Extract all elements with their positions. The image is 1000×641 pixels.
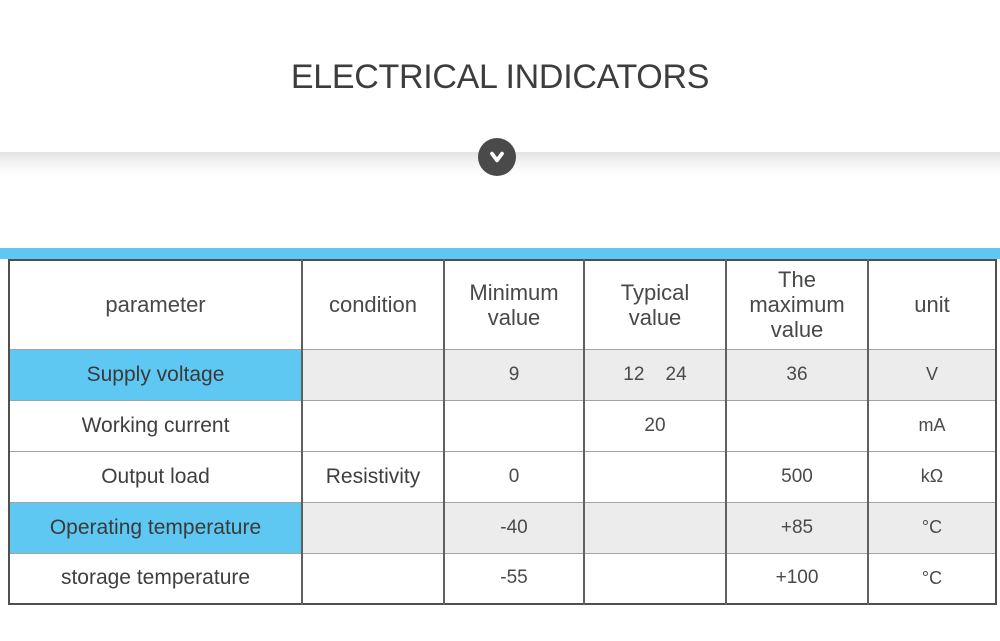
cell-parameter: Supply voltage <box>9 348 302 400</box>
cell-parameter: Operating temperature <box>9 501 302 553</box>
cell-unit: mA <box>867 399 996 451</box>
header-unit: unit <box>867 260 996 349</box>
cell-maximum: +85 <box>725 501 868 553</box>
table-row: Working current 20 mA <box>9 399 996 451</box>
page-title: ELECTRICAL INDICATORS <box>290 58 710 96</box>
cell-minimum: 9 <box>443 348 584 400</box>
header-typical: Typical value <box>583 260 726 349</box>
cell-condition <box>301 399 444 451</box>
accent-bar <box>0 248 1000 259</box>
cell-condition <box>301 348 444 400</box>
cell-unit: kΩ <box>867 450 996 502</box>
cell-minimum: 0 <box>443 450 584 502</box>
header-maximum: The maximum value <box>725 260 868 349</box>
cell-unit: V <box>867 348 996 400</box>
table-row: Operating temperature -40 +85 °C <box>9 501 996 553</box>
cell-typical <box>583 450 726 502</box>
table-header-row: parameter condition Minimum value Typica… <box>9 260 996 349</box>
cell-maximum <box>725 399 868 451</box>
cell-condition <box>301 501 444 553</box>
cell-maximum: 36 <box>725 348 868 400</box>
header-parameter: parameter <box>105 292 206 318</box>
cell-maximum: 500 <box>725 450 868 502</box>
table-row: storage temperature -55 +100 °C <box>9 552 996 604</box>
table-row: Output load Resistivity 0 500 kΩ <box>9 450 996 502</box>
header-condition: condition <box>301 260 444 349</box>
cell-minimum: -55 <box>443 552 584 604</box>
cell-condition <box>301 552 444 604</box>
cell-typical: 12 24 <box>583 348 726 400</box>
cell-minimum <box>443 399 584 451</box>
chevron-circle-badge <box>478 138 516 176</box>
chevron-down-icon <box>487 147 507 167</box>
cell-maximum: +100 <box>725 552 868 604</box>
cell-minimum: -40 <box>443 501 584 553</box>
cell-unit: °C <box>867 552 996 604</box>
cell-parameter: Working current <box>9 399 302 451</box>
cell-typical: 20 <box>583 399 726 451</box>
cell-parameter: Output load <box>9 450 302 502</box>
cell-typical <box>583 501 726 553</box>
table-row: Supply voltage 9 12 24 36 V <box>9 348 996 400</box>
spec-table-container: parameter condition Minimum value Typica… <box>8 259 997 605</box>
cell-condition: Resistivity <box>301 450 444 502</box>
cell-typical <box>583 552 726 604</box>
electrical-indicators-table: parameter condition Minimum value Typica… <box>8 259 997 605</box>
cell-parameter: storage temperature <box>9 552 302 604</box>
header-minimum: Minimum value <box>443 260 584 349</box>
cell-unit: °C <box>867 501 996 553</box>
